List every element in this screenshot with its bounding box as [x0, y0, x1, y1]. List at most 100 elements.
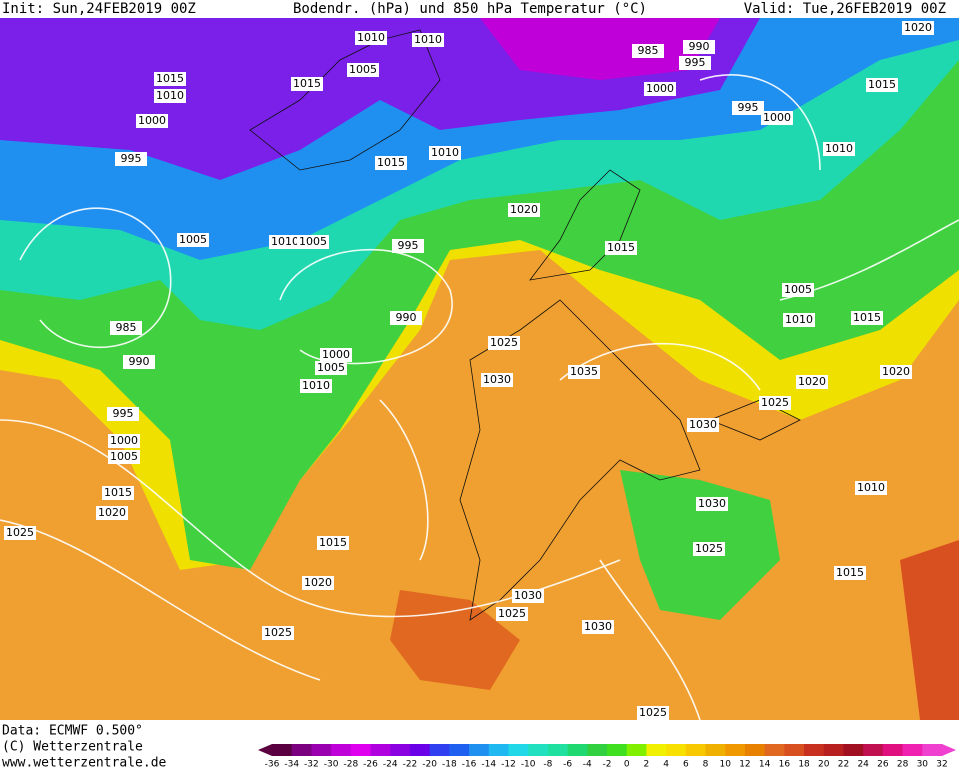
- isobar-label-bg: [481, 373, 513, 387]
- isobar-label: 1015: [868, 78, 896, 91]
- isobar-label: 1030: [483, 373, 511, 386]
- isobar-label-bg: [154, 89, 186, 103]
- colorbar-label: -14: [481, 760, 496, 770]
- colorbar-segment: [804, 744, 825, 756]
- isobar-label: 1015: [377, 156, 405, 169]
- isobar-label: 995: [121, 152, 142, 165]
- colorbar-label: 30: [917, 760, 929, 770]
- colorbar-label: -28: [343, 760, 358, 770]
- colorbar-label: -34: [284, 760, 299, 770]
- colorbar-label: -36: [265, 760, 280, 770]
- colorbar-segment: [547, 744, 569, 756]
- isobar-label-bg: [115, 152, 147, 166]
- colorbar-segment: [272, 744, 293, 756]
- zone-red-east: [900, 540, 959, 720]
- isobar-label-bg: [851, 311, 883, 325]
- isobar-label-bg: [107, 407, 139, 421]
- isobar-label-bg: [392, 239, 424, 253]
- isobar-label: 1020: [98, 506, 126, 519]
- isobar-label-bg: [110, 321, 142, 335]
- colorbar-label: -10: [521, 760, 536, 770]
- isobar-label: 1010: [785, 313, 813, 326]
- isobar-label-bg: [902, 21, 934, 35]
- isobar-label-bg: [262, 626, 294, 640]
- isobar-label: 1030: [689, 418, 717, 431]
- isobar-label-bg: [300, 379, 332, 393]
- isobar-label: 1015: [853, 311, 881, 324]
- colorbar-label: -26: [363, 760, 378, 770]
- colorbar-segment: [528, 744, 549, 756]
- isobar-label-bg: [496, 607, 528, 621]
- colorbar-label: -20: [422, 760, 437, 770]
- isobar-label-bg: [761, 111, 793, 125]
- isobars: [0, 74, 959, 721]
- isobar-label: 1020: [510, 203, 538, 216]
- isobar-label: 995: [398, 239, 419, 252]
- colorbar-label: 32: [936, 760, 947, 770]
- colorbar-label: -24: [383, 760, 398, 770]
- isobar-label-bg: [108, 434, 140, 448]
- colorbar-segment: [488, 744, 509, 756]
- colorbar-segment: [607, 744, 628, 756]
- colorbar-label: -16: [462, 760, 477, 770]
- colorbar-segment: [331, 744, 352, 756]
- isobar-label-bg: [687, 418, 719, 432]
- colorbar-label: -6: [563, 760, 572, 770]
- isobar-label: 1010: [271, 235, 299, 248]
- colorbar-label: 24: [857, 760, 869, 770]
- isobar-label: 1015: [156, 72, 184, 85]
- isobar-label: 985: [116, 321, 137, 334]
- isobar-label: 1010: [825, 142, 853, 155]
- isobar-label-bg: [759, 396, 791, 410]
- colorbar-segment: [764, 744, 785, 756]
- colorbar-label: 10: [720, 760, 732, 770]
- colorbar-segment: [449, 744, 470, 756]
- isobar-label: 1010: [431, 146, 459, 159]
- isobar-label: 1005: [110, 450, 138, 463]
- isobar-label-bg: [568, 365, 600, 379]
- valid-time: Valid: Tue,26FEB2019 00Z: [744, 1, 946, 17]
- colorbar-segment: [508, 744, 529, 756]
- isobar-label: 1010: [156, 89, 184, 102]
- coastlines: [249, 29, 801, 621]
- isobar-label: 1030: [698, 497, 726, 510]
- isobar-label: 1000: [110, 434, 138, 447]
- isobar-label-bg: [429, 146, 461, 160]
- colorbar-segment: [823, 744, 844, 756]
- isobar-label: 1020: [304, 576, 332, 589]
- colorbar-label: 28: [897, 760, 909, 770]
- isobar-label-bg: [269, 235, 301, 249]
- isobar-label-bg: [855, 481, 887, 495]
- colorbar-label: 6: [683, 760, 689, 770]
- isobar-label: 1025: [761, 396, 789, 409]
- isobar-label-bg: [683, 40, 715, 54]
- colorbar-segment: [311, 744, 332, 756]
- isobar-label: 1000: [322, 348, 350, 361]
- isobar-label: 1015: [319, 536, 347, 549]
- isobar-label-bg: [375, 156, 407, 170]
- isobar-label-bg: [732, 101, 764, 115]
- isobar-label: 1030: [584, 620, 612, 633]
- colorbar-arrow-low: [258, 744, 272, 756]
- isobar-label-bg: [317, 536, 349, 550]
- isobar-label: 1000: [763, 111, 791, 124]
- isobar-label: 1015: [104, 486, 132, 499]
- isobar-label: 1010: [302, 379, 330, 392]
- isobar-label: 990: [689, 40, 710, 53]
- colorbar-segment: [685, 744, 707, 756]
- isobar-label-bg: [696, 497, 728, 511]
- website: www.wetterzentrale.de: [2, 756, 167, 770]
- map: [0, 18, 959, 721]
- colorbar-label: 18: [798, 760, 810, 770]
- isobar-label-bg: [783, 313, 815, 327]
- colorbar: -36 -34 -32 -30 -28 -26 -24 -22 -20 -18 -16 -14 -12-…: [258, 744, 956, 770]
- isobar-label: 1035: [570, 365, 598, 378]
- data-source: Data: ECMWF 0.500°: [2, 724, 143, 739]
- isobar-label: 1015: [836, 566, 864, 579]
- colorbar-segment: [429, 744, 450, 756]
- isobar-label: 1010: [857, 481, 885, 494]
- isobar-label-bg: [880, 365, 912, 379]
- isobar-label-bg: [693, 542, 725, 556]
- colorbar-segment: [882, 744, 904, 756]
